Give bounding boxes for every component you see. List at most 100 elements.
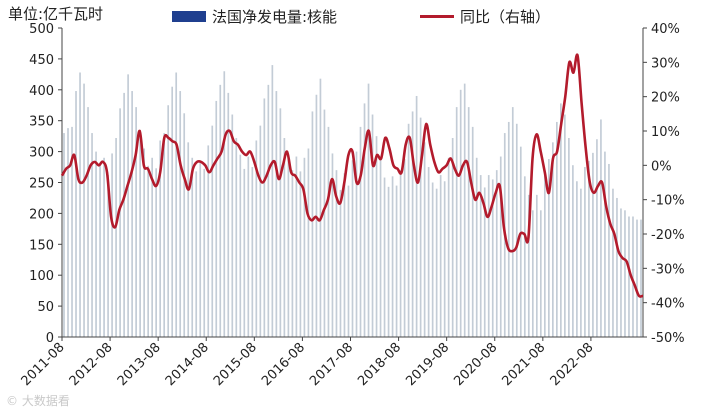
bar-mark [568, 138, 570, 337]
bar-mark [151, 157, 153, 337]
bar-mark [531, 210, 534, 337]
bar-mark [439, 175, 442, 337]
left-tick-label: 0 [46, 331, 54, 346]
left-tick-label: 150 [29, 238, 54, 253]
bar-mark [576, 181, 578, 337]
right-tick-label: -50% [651, 331, 685, 346]
bar-mark [191, 157, 194, 337]
x-tick-label: 2020-08 [451, 340, 500, 389]
bar-mark [535, 194, 538, 337]
bar-mark [556, 121, 558, 337]
bar-mark [459, 89, 462, 337]
x-tick-label: 2021-08 [499, 340, 548, 389]
bar-mark [215, 100, 218, 337]
bar-mark [167, 105, 170, 337]
bar-mark [335, 170, 338, 337]
bar-mark [67, 128, 69, 337]
legend-item-line: 同比（右轴） [420, 6, 550, 27]
bar-mark [355, 151, 358, 337]
bar-mark [511, 107, 514, 337]
bar-mark [135, 107, 137, 337]
bar-mark [612, 188, 614, 337]
bar-mark [600, 119, 602, 338]
bar-mark [183, 113, 186, 337]
right-tick-label: 30% [651, 56, 680, 71]
bar-mark [620, 208, 622, 337]
bar-mark [163, 133, 166, 337]
bar-mark [299, 171, 302, 337]
legend-item-bar: 法国净发电量:核能 [172, 6, 337, 27]
bar-mark [455, 107, 458, 337]
bar-mark [107, 175, 109, 337]
bar-mark [588, 160, 590, 337]
bar-mark [552, 142, 554, 337]
left-tick-label: 200 [29, 207, 54, 222]
bar-mark [231, 114, 234, 338]
bar-mark [123, 92, 125, 337]
bar-mark [119, 108, 121, 337]
right-tick-label: -10% [651, 194, 685, 209]
right-tick-label: 0% [651, 159, 672, 174]
bar-mark [499, 156, 502, 337]
bar-mark [527, 194, 530, 337]
bar-mark [399, 170, 402, 337]
bar-mark [463, 83, 466, 338]
bar-mark [363, 103, 366, 338]
bar-mark [139, 129, 141, 337]
left-tick-label: 350 [29, 115, 54, 130]
bar-mark [483, 187, 486, 337]
bar-mark [227, 92, 230, 337]
bar-mark [395, 185, 398, 337]
bar-mark [159, 140, 162, 337]
bar-mark [175, 72, 178, 337]
bar-mark [584, 167, 586, 337]
right-tick-label: 40% [651, 22, 680, 37]
bar-mark [283, 138, 286, 337]
bar-mark [195, 171, 198, 337]
bar-mark [87, 107, 89, 337]
bar-mark [235, 138, 238, 337]
bar-mark [275, 91, 278, 337]
bar-mark [371, 114, 374, 338]
bar-mark [351, 160, 354, 337]
bar-mark [247, 156, 250, 337]
left-tick-label: 400 [29, 84, 54, 99]
left-tick-label: 250 [29, 177, 54, 192]
bar-mark [523, 176, 526, 337]
bar-mark [155, 168, 157, 337]
bar-mark [387, 186, 390, 337]
bar-mark [79, 72, 81, 337]
bar-mark [407, 123, 410, 337]
bar-mark [311, 111, 314, 338]
bar-mark [131, 91, 133, 337]
bar-mark [295, 156, 298, 337]
yoy-line-series [60, 53, 644, 298]
bar-mark [515, 123, 518, 337]
bar-mark [339, 189, 342, 337]
bar-mark [347, 185, 350, 337]
bar-mark [592, 152, 594, 337]
bar-mark [427, 167, 430, 337]
bar-mark [580, 188, 582, 337]
bar-mark [251, 167, 254, 337]
bar-mark [519, 146, 522, 337]
bar-mark [291, 170, 294, 337]
legend-bar-label: 法国净发电量:核能 [212, 8, 338, 26]
x-tick-label: 2019-08 [403, 340, 452, 389]
bar-mark [403, 159, 406, 337]
left-tick-label: 100 [29, 269, 54, 284]
right-tick-label: -20% [651, 228, 685, 243]
bar-mark [375, 136, 378, 337]
bar-mark [487, 175, 490, 337]
bar-mark [572, 165, 574, 337]
bar-mark [608, 163, 610, 337]
bar-mark [451, 138, 454, 337]
bar-mark [219, 84, 222, 337]
bar-mark [243, 168, 246, 337]
bar-mark [267, 84, 270, 337]
bar-mark [423, 142, 426, 337]
bar-mark [343, 173, 346, 337]
bar-mark [636, 219, 638, 337]
bar-mark [199, 162, 202, 337]
bar-mark [564, 114, 566, 338]
